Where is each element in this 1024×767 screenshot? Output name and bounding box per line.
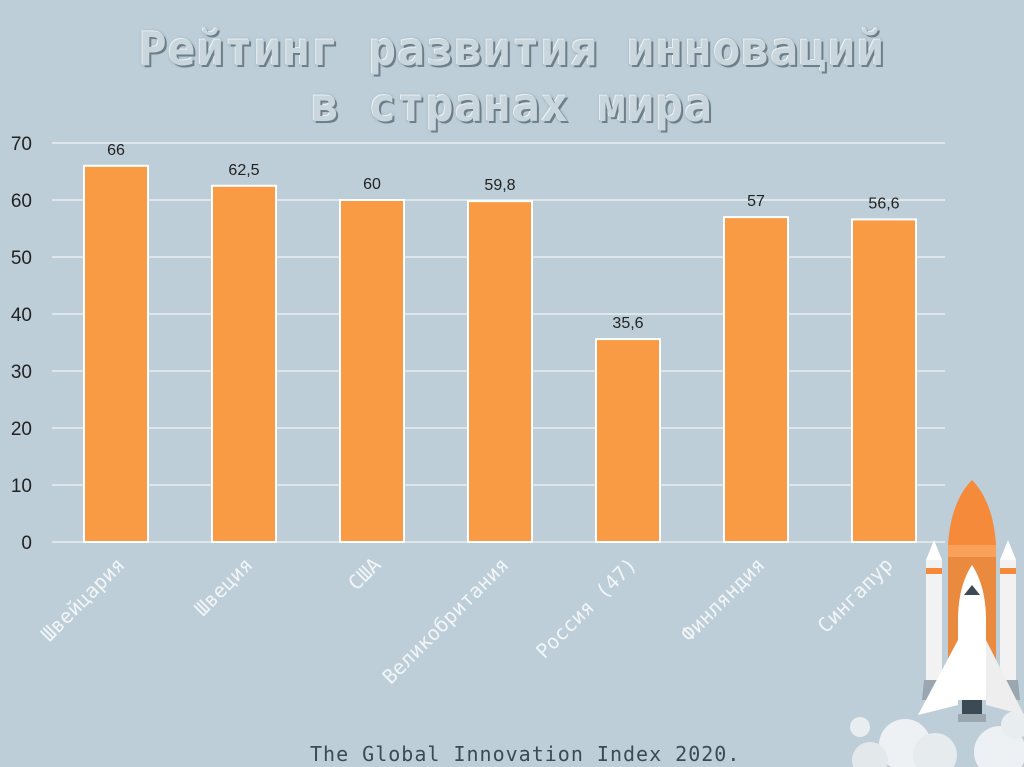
bars [83, 164, 917, 544]
bar [83, 164, 149, 544]
x-category-label: Россия (47) [531, 553, 642, 664]
data-label: 56,6 [868, 195, 899, 212]
y-tick-label: 70 [11, 134, 32, 155]
data-label: 62,5 [228, 162, 259, 179]
data-label: 60 [363, 176, 381, 193]
bar [595, 338, 661, 543]
bar [723, 216, 789, 543]
x-category-label: США [343, 553, 386, 596]
y-tick-label: 40 [11, 305, 32, 326]
y-tick-label: 20 [11, 419, 32, 440]
y-tick-label: 30 [11, 362, 32, 383]
data-label: 57 [747, 193, 765, 210]
rocket-icon [850, 480, 1024, 767]
bar [339, 199, 405, 543]
y-tick-label: 50 [11, 248, 32, 269]
data-label: 35,6 [612, 315, 643, 332]
x-category-label: Великобритания [377, 553, 513, 689]
data-label: 59,8 [484, 177, 515, 194]
y-tick-label: 0 [21, 533, 32, 554]
y-tick-label: 60 [11, 191, 32, 212]
source-caption: The Global Innovation Index 2020. [310, 742, 741, 766]
x-category-label: Финляндия [676, 553, 770, 647]
data-label: 66 [107, 142, 125, 159]
bar [851, 218, 917, 543]
x-category-label: Сингапур [812, 553, 897, 638]
slide-title-line-2: в странах мира [311, 78, 713, 132]
x-category-label: Швеция [189, 553, 257, 621]
y-tick-label: 10 [11, 476, 32, 497]
y-axis-ticks: 0 10 20 30 40 50 60 70 [11, 134, 32, 554]
data-labels: 66 62,5 60 59,8 35,6 57 56,6 [107, 142, 900, 332]
slide-title-line-1: Рейтинг развития инноваций [138, 22, 886, 76]
bar [467, 200, 533, 543]
x-category-label: Швейцария [36, 553, 130, 647]
bar [211, 184, 277, 543]
